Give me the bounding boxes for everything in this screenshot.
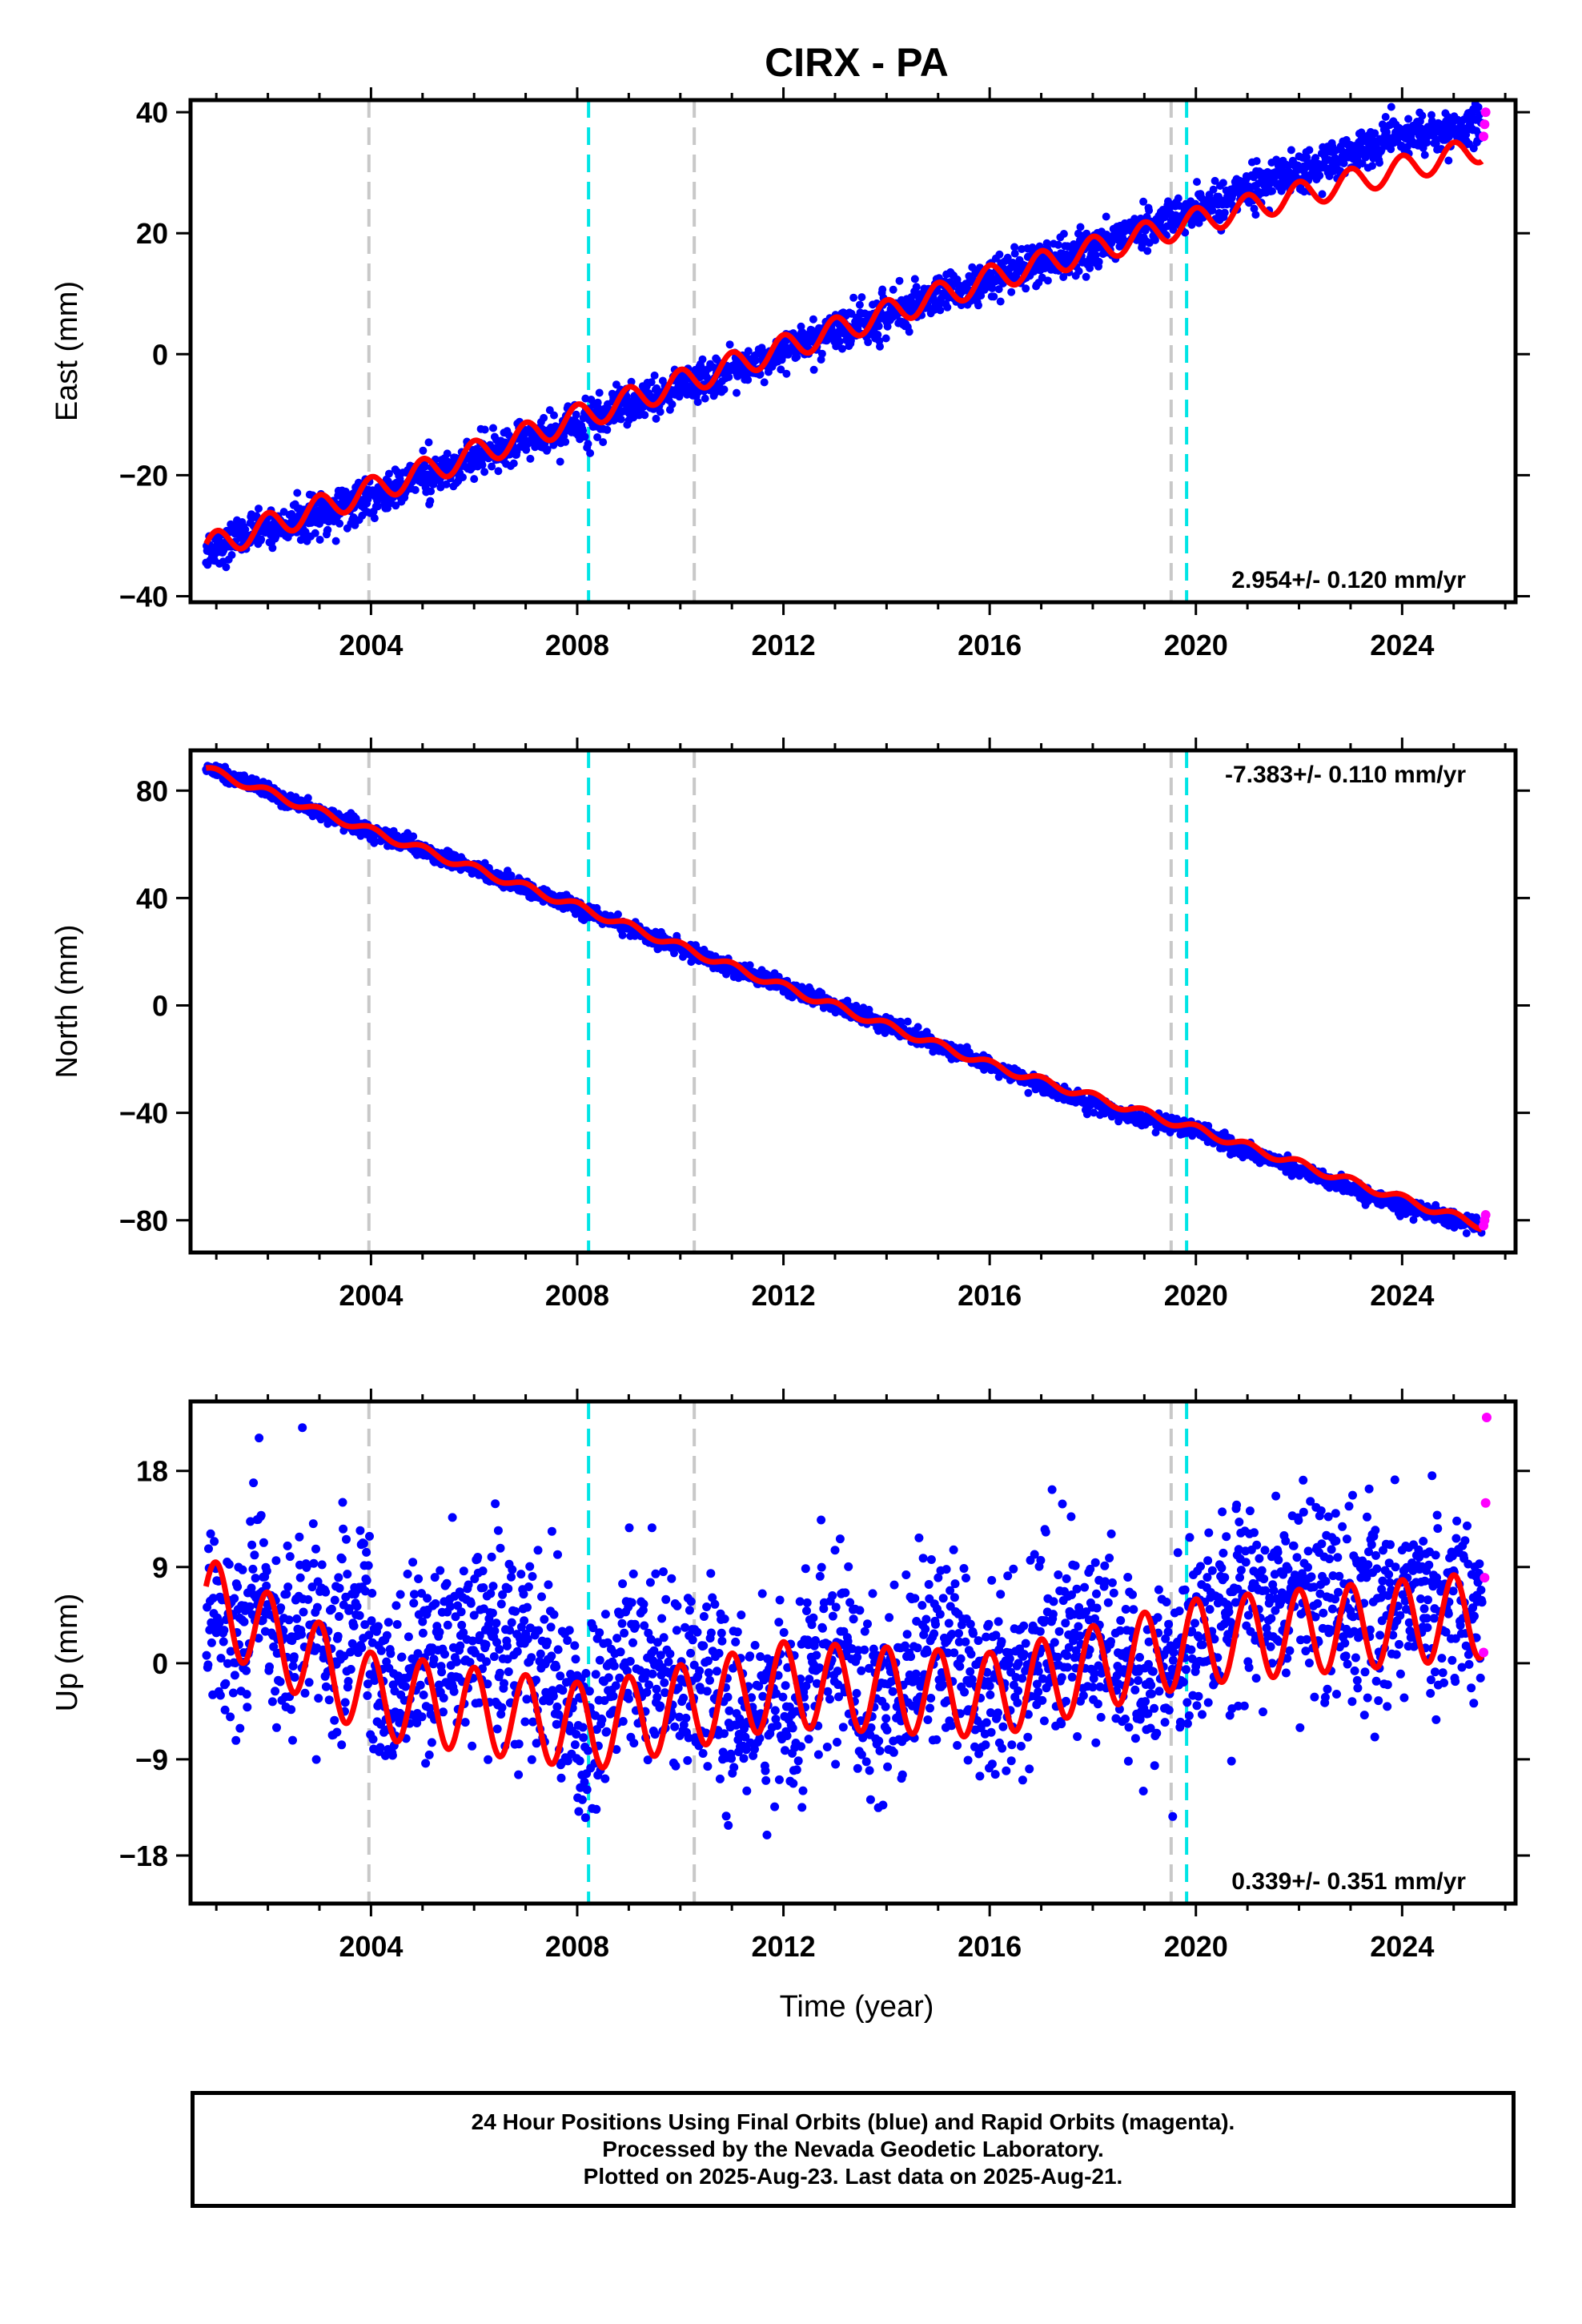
y-tick-label-up-3: 9 — [152, 1551, 168, 1584]
panel-east: −40 −20 0 20 40 2004 2008 2012 2016 2020 2024 East … — [50, 87, 1530, 661]
panel-frame-up — [188, 1399, 1518, 1906]
y-tick-label-up-4: 18 — [136, 1455, 168, 1488]
x-axis-label: Time (year) — [780, 1990, 934, 2024]
rapid-orbit-point-east-0 — [1479, 131, 1489, 142]
y-tick-label-up-1: −9 — [135, 1743, 168, 1776]
rapid-orbit-point-up-2 — [1480, 1498, 1491, 1508]
x-tick-label-up-2: 2012 — [752, 1930, 816, 1963]
x-tick-label-north-2: 2012 — [752, 1279, 816, 1312]
model-curve-up — [203, 1559, 1485, 1771]
y-axis-label-north: North (mm) — [50, 924, 84, 1078]
plot-area-up — [202, 1401, 1492, 1904]
x-tick-label-east-0: 2004 — [339, 629, 403, 661]
y-tick-label-up-2: 0 — [152, 1647, 168, 1680]
x-tick-label-north-5: 2024 — [1370, 1279, 1434, 1312]
y-tick-label-east-0: −40 — [119, 580, 168, 613]
y-tick-label-north-0: −80 — [119, 1204, 168, 1237]
y-tick-label-east-2: 0 — [152, 338, 168, 371]
footer-box: 24 Hour Positions Using Final Orbits (bl… — [191, 2091, 1516, 2208]
x-tick-label-east-3: 2016 — [958, 629, 1022, 661]
x-tick-label-east-5: 2024 — [1370, 629, 1434, 661]
final-orbit-points-up — [202, 1423, 1487, 1839]
y-tick-label-north-1: −40 — [119, 1097, 168, 1130]
rapid-orbit-point-east-2 — [1480, 107, 1491, 118]
footer-line-2: Processed by the Nevada Geodetic Laborat… — [602, 2137, 1104, 2161]
model-curve-north — [203, 765, 1484, 1232]
rate-label-north: -7.383+/- 0.110 mm/yr — [1225, 762, 1466, 788]
plot-area-east — [202, 100, 1491, 602]
panel-frame-north — [188, 748, 1518, 1255]
x-tick-label-east-2: 2012 — [752, 629, 816, 661]
panel-up: −18 −9 0 9 18 2004 2008 2012 2016 2020 2024 Up (mm)… — [50, 1389, 1530, 1963]
rapid-orbit-point-east-1 — [1480, 119, 1490, 130]
y-tick-label-north-2: 0 — [152, 990, 168, 1023]
x-tick-label-east-4: 2020 — [1164, 629, 1228, 661]
x-tick-label-east-1: 2008 — [545, 629, 609, 661]
x-tick-label-up-4: 2020 — [1164, 1930, 1228, 1963]
footer-line-1: 24 Hour Positions Using Final Orbits (bl… — [471, 2109, 1235, 2134]
y-tick-label-north-4: 80 — [136, 774, 168, 807]
x-tick-label-north-4: 2020 — [1164, 1279, 1228, 1312]
y-axis-label-east: East (mm) — [50, 281, 84, 421]
final-orbit-points-north — [202, 762, 1487, 1237]
rate-label-east: 2.954+/- 0.120 mm/yr — [1231, 567, 1466, 593]
x-tick-label-north-3: 2016 — [958, 1279, 1022, 1312]
y-tick-label-up-0: −18 — [119, 1839, 168, 1872]
model-curve-east — [203, 139, 1484, 552]
final-orbit-points-east — [202, 100, 1486, 572]
y-axis-label-up: Up (mm) — [50, 1594, 84, 1712]
x-tick-label-north-0: 2004 — [339, 1279, 403, 1312]
chart-title: CIRX - PA — [765, 40, 949, 85]
x-tick-label-up-0: 2004 — [339, 1930, 403, 1963]
x-tick-label-north-1: 2008 — [545, 1279, 609, 1312]
rapid-orbit-point-up-3 — [1481, 1413, 1492, 1423]
y-tick-label-north-3: 40 — [136, 882, 168, 915]
y-tick-label-east-4: 40 — [136, 96, 168, 129]
x-tick-label-up-1: 2008 — [545, 1930, 609, 1963]
panels-group: −40 −20 0 20 40 2004 2008 2012 2016 2020 2024 East … — [50, 87, 1530, 1963]
footer-line-3: Plotted on 2025-Aug-23. Last data on 202… — [583, 2164, 1123, 2189]
rate-label-up: 0.339+/- 0.351 mm/yr — [1231, 1868, 1466, 1895]
rapid-orbit-point-up-0 — [1479, 1647, 1489, 1658]
rapid-orbit-point-up-1 — [1480, 1573, 1490, 1583]
x-tick-label-up-5: 2024 — [1370, 1930, 1434, 1963]
y-tick-label-east-3: 20 — [136, 217, 168, 250]
panel-frame-east — [188, 98, 1518, 605]
x-tick-label-up-3: 2016 — [958, 1930, 1022, 1963]
rapid-orbit-point-north-2 — [1480, 1210, 1491, 1220]
y-tick-label-east-1: −20 — [119, 459, 168, 492]
plot-area-north — [202, 750, 1491, 1252]
panel-north: −80 −40 0 40 80 2004 2008 2012 2016 2020 2024 North… — [50, 738, 1530, 1312]
